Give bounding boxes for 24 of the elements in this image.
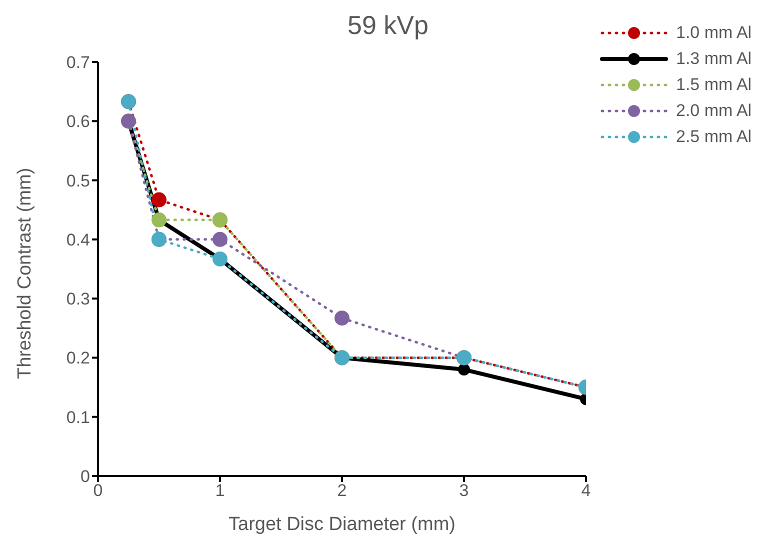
legend-label: 1.3 mm Al bbox=[676, 49, 752, 69]
y-tick-label: 0.6 bbox=[66, 112, 90, 132]
x-tick-label: 4 bbox=[581, 481, 591, 500]
x-tick-label: 1 bbox=[215, 481, 225, 500]
y-tick-label: 0.4 bbox=[66, 230, 90, 250]
y-axis-title: Threshold Contrast (mm) bbox=[14, 168, 36, 379]
x-tick-label: 2 bbox=[337, 481, 347, 500]
y-tick-label: 0.3 bbox=[66, 290, 90, 309]
y-tick-label: 0.5 bbox=[66, 171, 90, 190]
legend-label: 2.0 mm Al bbox=[676, 101, 752, 121]
x-tick-label: 0 bbox=[93, 481, 103, 500]
y-tick-label: 0.2 bbox=[66, 348, 90, 368]
point bbox=[212, 232, 228, 247]
legend-label: 1.0 mm Al bbox=[676, 23, 752, 43]
chart-title: 59 kVp bbox=[348, 10, 428, 40]
y-tick-label: 0.1 bbox=[66, 408, 90, 427]
point bbox=[152, 192, 166, 208]
y-tick-label: 0 bbox=[80, 467, 90, 486]
legend-label: 1.5 mm Al bbox=[676, 75, 752, 95]
legend-label: 2.5 mm Al bbox=[676, 127, 752, 147]
point bbox=[334, 310, 350, 326]
x-tick-label: 3 bbox=[459, 481, 469, 500]
x-axis-title: Target Disc Diameter (mm) bbox=[228, 514, 456, 535]
y-tick-label: 0.7 bbox=[66, 53, 90, 72]
